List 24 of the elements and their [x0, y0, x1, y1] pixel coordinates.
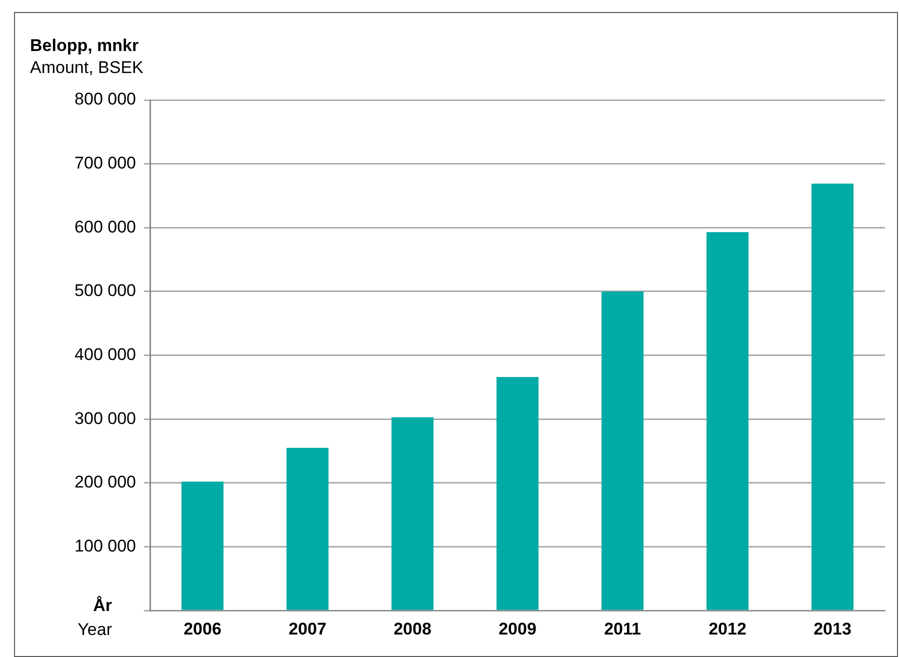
y-tick-label: 300 000 — [74, 408, 136, 428]
x-tick-label: 2011 — [604, 619, 641, 638]
x-tick-label: 2008 — [394, 619, 432, 638]
y-axis-title: Belopp, mnkr Amount, BSEK — [30, 35, 144, 79]
y-tick-label: 100 000 — [74, 536, 136, 556]
y-tick-label: 700 000 — [74, 154, 136, 173]
bar — [182, 482, 224, 610]
x-tick-label: 2006 — [184, 619, 222, 638]
x-tick-label: 2013 — [814, 619, 852, 638]
bar — [392, 417, 434, 610]
y-tick-label: 800 000 — [74, 90, 136, 109]
x-axis-title: År Year — [76, 595, 112, 641]
y-tick-label: 600 000 — [74, 217, 136, 236]
y-tick-label: 200 000 — [74, 472, 136, 492]
y-tick-label: 400 000 — [74, 344, 136, 364]
x-tick-label: 2007 — [288, 619, 326, 638]
bar — [286, 448, 328, 610]
y-tick-label: 500 000 — [74, 281, 136, 300]
bar — [496, 377, 538, 610]
bar — [706, 232, 748, 610]
bar — [602, 291, 644, 610]
bar — [812, 184, 854, 610]
x-tick-label: 2012 — [708, 619, 746, 638]
x-tick-label: 2009 — [498, 619, 536, 638]
